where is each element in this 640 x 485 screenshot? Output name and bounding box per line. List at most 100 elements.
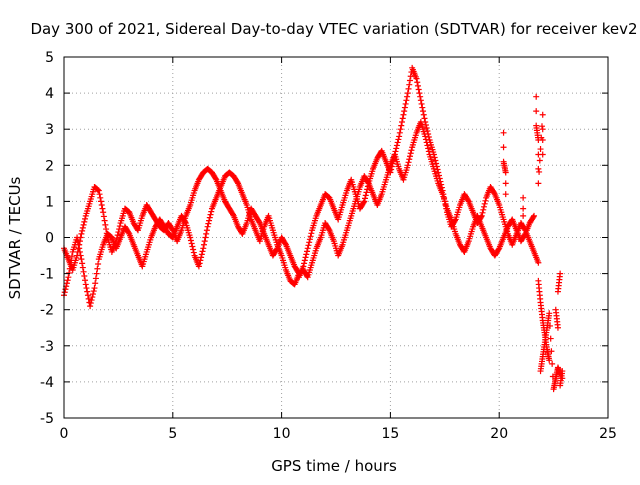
data-point [150, 214, 157, 221]
data-point [101, 217, 108, 224]
data-point [494, 247, 501, 254]
data-point [451, 217, 458, 224]
data-point [422, 121, 429, 128]
y-tick-label: -5 [40, 411, 54, 427]
data-point [79, 224, 86, 231]
data-point [212, 196, 219, 203]
data-point [558, 370, 565, 377]
data-point [61, 289, 68, 296]
data-point [520, 194, 527, 201]
x-tick-label: 15 [381, 426, 399, 442]
data-point [434, 177, 441, 184]
data-point [308, 262, 315, 269]
data-point [421, 115, 428, 122]
data-point [419, 104, 426, 111]
data-point [77, 252, 84, 259]
data-layer [61, 64, 566, 393]
y-tick-label: 5 [45, 50, 54, 66]
data-point [286, 250, 293, 257]
data-point [395, 136, 402, 143]
data-point [495, 200, 502, 207]
data-point [386, 164, 393, 171]
data-point [406, 77, 413, 84]
y-tick-label: 3 [45, 122, 54, 138]
data-point [251, 225, 258, 232]
data-point [98, 202, 105, 209]
x-tick-label: 20 [490, 426, 508, 442]
data-point [447, 214, 454, 221]
data-point [129, 218, 136, 225]
data-point [399, 115, 406, 122]
data-point [134, 250, 141, 257]
data-point [269, 224, 276, 231]
data-point [502, 191, 509, 198]
data-point [216, 185, 223, 192]
data-point [65, 274, 72, 281]
data-point [63, 280, 70, 287]
data-point [195, 178, 202, 185]
data-point [382, 156, 389, 163]
data-point [233, 177, 240, 184]
data-point [142, 251, 149, 258]
data-point [168, 224, 175, 231]
x-tick-label: 10 [273, 426, 291, 442]
data-point [224, 203, 231, 210]
data-point [273, 239, 280, 246]
series-late-dropouts [500, 93, 566, 393]
data-point [206, 214, 213, 221]
data-point [303, 251, 310, 258]
data-point [196, 260, 203, 267]
data-point [500, 144, 507, 151]
data-point [81, 273, 88, 280]
data-point [79, 260, 86, 267]
data-point [420, 108, 427, 115]
data-point [85, 295, 92, 302]
data-point [486, 243, 493, 250]
data-point [190, 189, 197, 196]
data-point [206, 217, 213, 224]
data-point [417, 97, 424, 104]
data-point [103, 226, 110, 233]
data-point [125, 229, 132, 236]
data-point [277, 250, 284, 257]
data-point [198, 171, 205, 178]
data-point [198, 251, 205, 258]
data-point [400, 111, 407, 118]
data-point [317, 203, 324, 210]
data-point [556, 273, 563, 280]
data-point [435, 169, 442, 176]
grid-layer [64, 57, 608, 418]
data-point [396, 129, 403, 136]
data-point [163, 228, 170, 235]
data-point [234, 179, 241, 186]
data-point [243, 200, 250, 207]
data-point [290, 261, 297, 268]
data-point [414, 79, 421, 86]
data-point [530, 214, 537, 221]
data-point [423, 139, 430, 146]
y-tick-label: 0 [45, 231, 54, 247]
data-point [359, 200, 366, 207]
data-point [535, 165, 542, 172]
data-point [199, 248, 206, 255]
data-point [325, 193, 332, 200]
data-point [538, 134, 545, 141]
data-point [100, 209, 107, 216]
data-point [78, 230, 85, 237]
data-point [306, 236, 313, 243]
data-point [397, 126, 404, 133]
data-point [83, 285, 90, 292]
data-point [282, 240, 289, 247]
data-point [417, 93, 424, 100]
data-point [84, 288, 91, 295]
data-point [539, 356, 546, 363]
data-point [394, 139, 401, 146]
data-point [520, 212, 527, 219]
data-point [207, 211, 214, 218]
data-point [186, 232, 193, 239]
data-point [102, 221, 109, 228]
data-point [402, 100, 409, 107]
y-tick-label: 2 [45, 158, 54, 174]
data-point [478, 221, 485, 228]
